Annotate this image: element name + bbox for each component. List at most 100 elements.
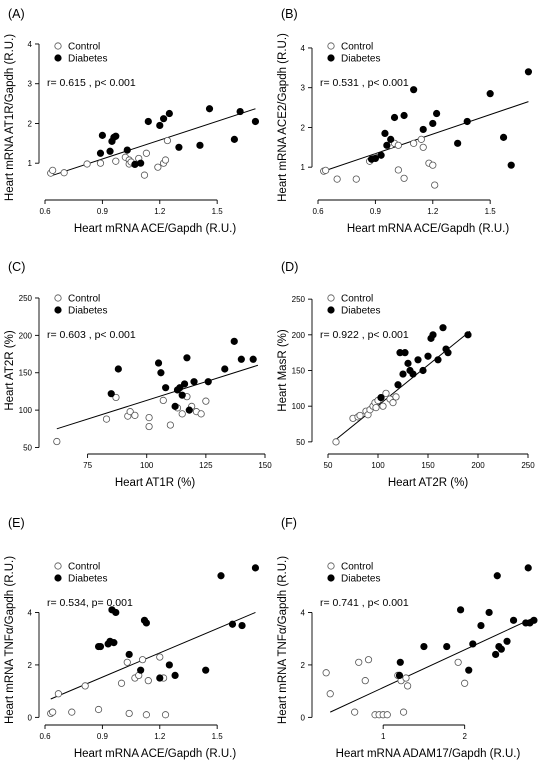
regression-line bbox=[330, 617, 535, 713]
y-tick-label: 200 bbox=[19, 331, 33, 340]
point-diabetes bbox=[228, 620, 237, 628]
point-diabetes bbox=[156, 121, 164, 130]
y-tick-label: 100 bbox=[19, 406, 33, 415]
point-control bbox=[202, 397, 210, 405]
point-diabetes bbox=[162, 384, 170, 392]
point-control bbox=[131, 411, 139, 419]
point-diabetes bbox=[444, 349, 452, 357]
point-diabetes bbox=[196, 141, 204, 149]
point-diabetes bbox=[464, 331, 472, 339]
x-tick-label: 75 bbox=[83, 461, 92, 470]
point-diabetes bbox=[157, 369, 165, 377]
point-diabetes bbox=[137, 159, 145, 167]
x-tick-label: 250 bbox=[521, 461, 535, 470]
x-tick-label: 1.5 bbox=[212, 207, 224, 216]
point-control bbox=[117, 679, 126, 687]
point-diabetes bbox=[507, 161, 515, 169]
y-tick-label: 1 bbox=[28, 159, 33, 168]
point-control bbox=[159, 396, 167, 405]
point-control bbox=[333, 175, 341, 183]
point-diabetes bbox=[492, 650, 500, 659]
point-control bbox=[81, 682, 89, 690]
point-diabetes bbox=[205, 105, 214, 113]
point-control bbox=[112, 157, 120, 165]
legend-label-control: Control bbox=[341, 42, 373, 53]
panel-label: (E) bbox=[8, 516, 25, 530]
point-control bbox=[379, 402, 387, 410]
point-diabetes bbox=[499, 133, 508, 141]
legend-marker-control bbox=[327, 42, 335, 50]
point-diabetes bbox=[185, 406, 193, 414]
x-tick-label: 1 bbox=[381, 732, 386, 741]
x-tick-label: 0.6 bbox=[312, 207, 324, 216]
legend-label-control: Control bbox=[68, 42, 100, 53]
stat-annotation: r= 0.603 , p< 0.001 bbox=[47, 329, 136, 341]
point-diabetes bbox=[456, 606, 465, 614]
legend-label-control: Control bbox=[68, 562, 100, 573]
x-tick-label: 0.6 bbox=[39, 207, 51, 216]
point-diabetes bbox=[469, 640, 477, 648]
x-tick-label: 0.9 bbox=[97, 207, 109, 216]
point-diabetes bbox=[493, 572, 501, 580]
y-tick-label: 4 bbox=[301, 44, 306, 53]
point-diabetes bbox=[429, 119, 437, 128]
point-diabetes bbox=[175, 143, 183, 151]
legend-marker-control bbox=[54, 562, 62, 570]
y-tick-label: 150 bbox=[292, 367, 306, 376]
x-tick-label: 0.6 bbox=[39, 732, 51, 741]
point-control bbox=[382, 389, 390, 397]
point-control bbox=[123, 658, 131, 666]
chart-panel-6: (F) 0 2 4 1 2 Heart mRNA ADAM17/Gapdh (R.U.) He… bbox=[277, 516, 538, 760]
point-control bbox=[394, 166, 402, 174]
point-control bbox=[392, 393, 400, 401]
y-tick-label: 0 bbox=[301, 713, 306, 722]
point-diabetes bbox=[137, 666, 145, 674]
point-diabetes bbox=[249, 355, 257, 363]
chart-panel-2: (B) 1 2 3 4 0.6 0.9 1.2 1.5 Heart mRNA ACE/Gapdh … bbox=[277, 7, 533, 235]
legend-marker-control bbox=[54, 42, 62, 50]
x-tick-label: 1.2 bbox=[427, 207, 439, 216]
regression-line bbox=[50, 108, 256, 177]
point-diabetes bbox=[180, 380, 189, 388]
stat-annotation: r= 0.534, p= 0.001 bbox=[47, 597, 133, 609]
point-control bbox=[326, 690, 334, 698]
y-tick-label: 50 bbox=[23, 444, 32, 453]
y-tick-label: 50 bbox=[296, 438, 305, 447]
point-control bbox=[322, 166, 330, 174]
legend-label-diabetes: Diabetes bbox=[341, 574, 380, 585]
point-diabetes bbox=[509, 616, 518, 624]
point-diabetes bbox=[96, 642, 105, 651]
point-control bbox=[361, 677, 369, 685]
point-diabetes bbox=[419, 125, 427, 134]
legend-label-diabetes: Diabetes bbox=[341, 54, 380, 65]
x-tick-label: 150 bbox=[258, 461, 272, 470]
point-diabetes bbox=[251, 117, 260, 126]
y-tick-label: 4 bbox=[28, 40, 33, 49]
y-axis-title: Heart mRNA TNFα/Gapdh (R.U.) bbox=[277, 556, 289, 724]
point-diabetes bbox=[377, 151, 385, 159]
point-diabetes bbox=[144, 117, 152, 126]
point-diabetes bbox=[530, 616, 538, 624]
x-tick-label: 1.2 bbox=[154, 732, 166, 741]
legend-label-control: Control bbox=[341, 562, 373, 573]
point-control bbox=[102, 415, 111, 423]
point-diabetes bbox=[183, 354, 191, 362]
point-diabetes bbox=[524, 564, 532, 572]
point-control bbox=[161, 156, 170, 164]
point-diabetes bbox=[396, 658, 404, 666]
chart-panel-5: (E) 0 2 4 0.6 0.9 1.2 1.5 Heart mRNA ACE/Gapdh (… bbox=[4, 516, 260, 760]
x-tick-label: 150 bbox=[421, 461, 435, 470]
point-control bbox=[356, 411, 364, 420]
point-control bbox=[197, 410, 205, 418]
y-axis-title: Heart mRNA TNFα/Gapdh (R.U.) bbox=[4, 556, 16, 724]
y-axis-title: Heart mRNA AT1R/Gapdh (R.U.) bbox=[4, 34, 16, 201]
y-axis-title: Heart MasR (%) bbox=[277, 329, 289, 412]
point-diabetes bbox=[429, 331, 437, 339]
point-control bbox=[404, 682, 412, 690]
legend-label-diabetes: Diabetes bbox=[68, 54, 107, 65]
legend-marker-diabetes bbox=[327, 574, 335, 582]
point-control bbox=[429, 161, 437, 169]
legend-marker-control bbox=[327, 294, 335, 302]
point-control bbox=[83, 160, 91, 168]
stat-annotation: r= 0.922 , p< 0.001 bbox=[320, 329, 409, 341]
